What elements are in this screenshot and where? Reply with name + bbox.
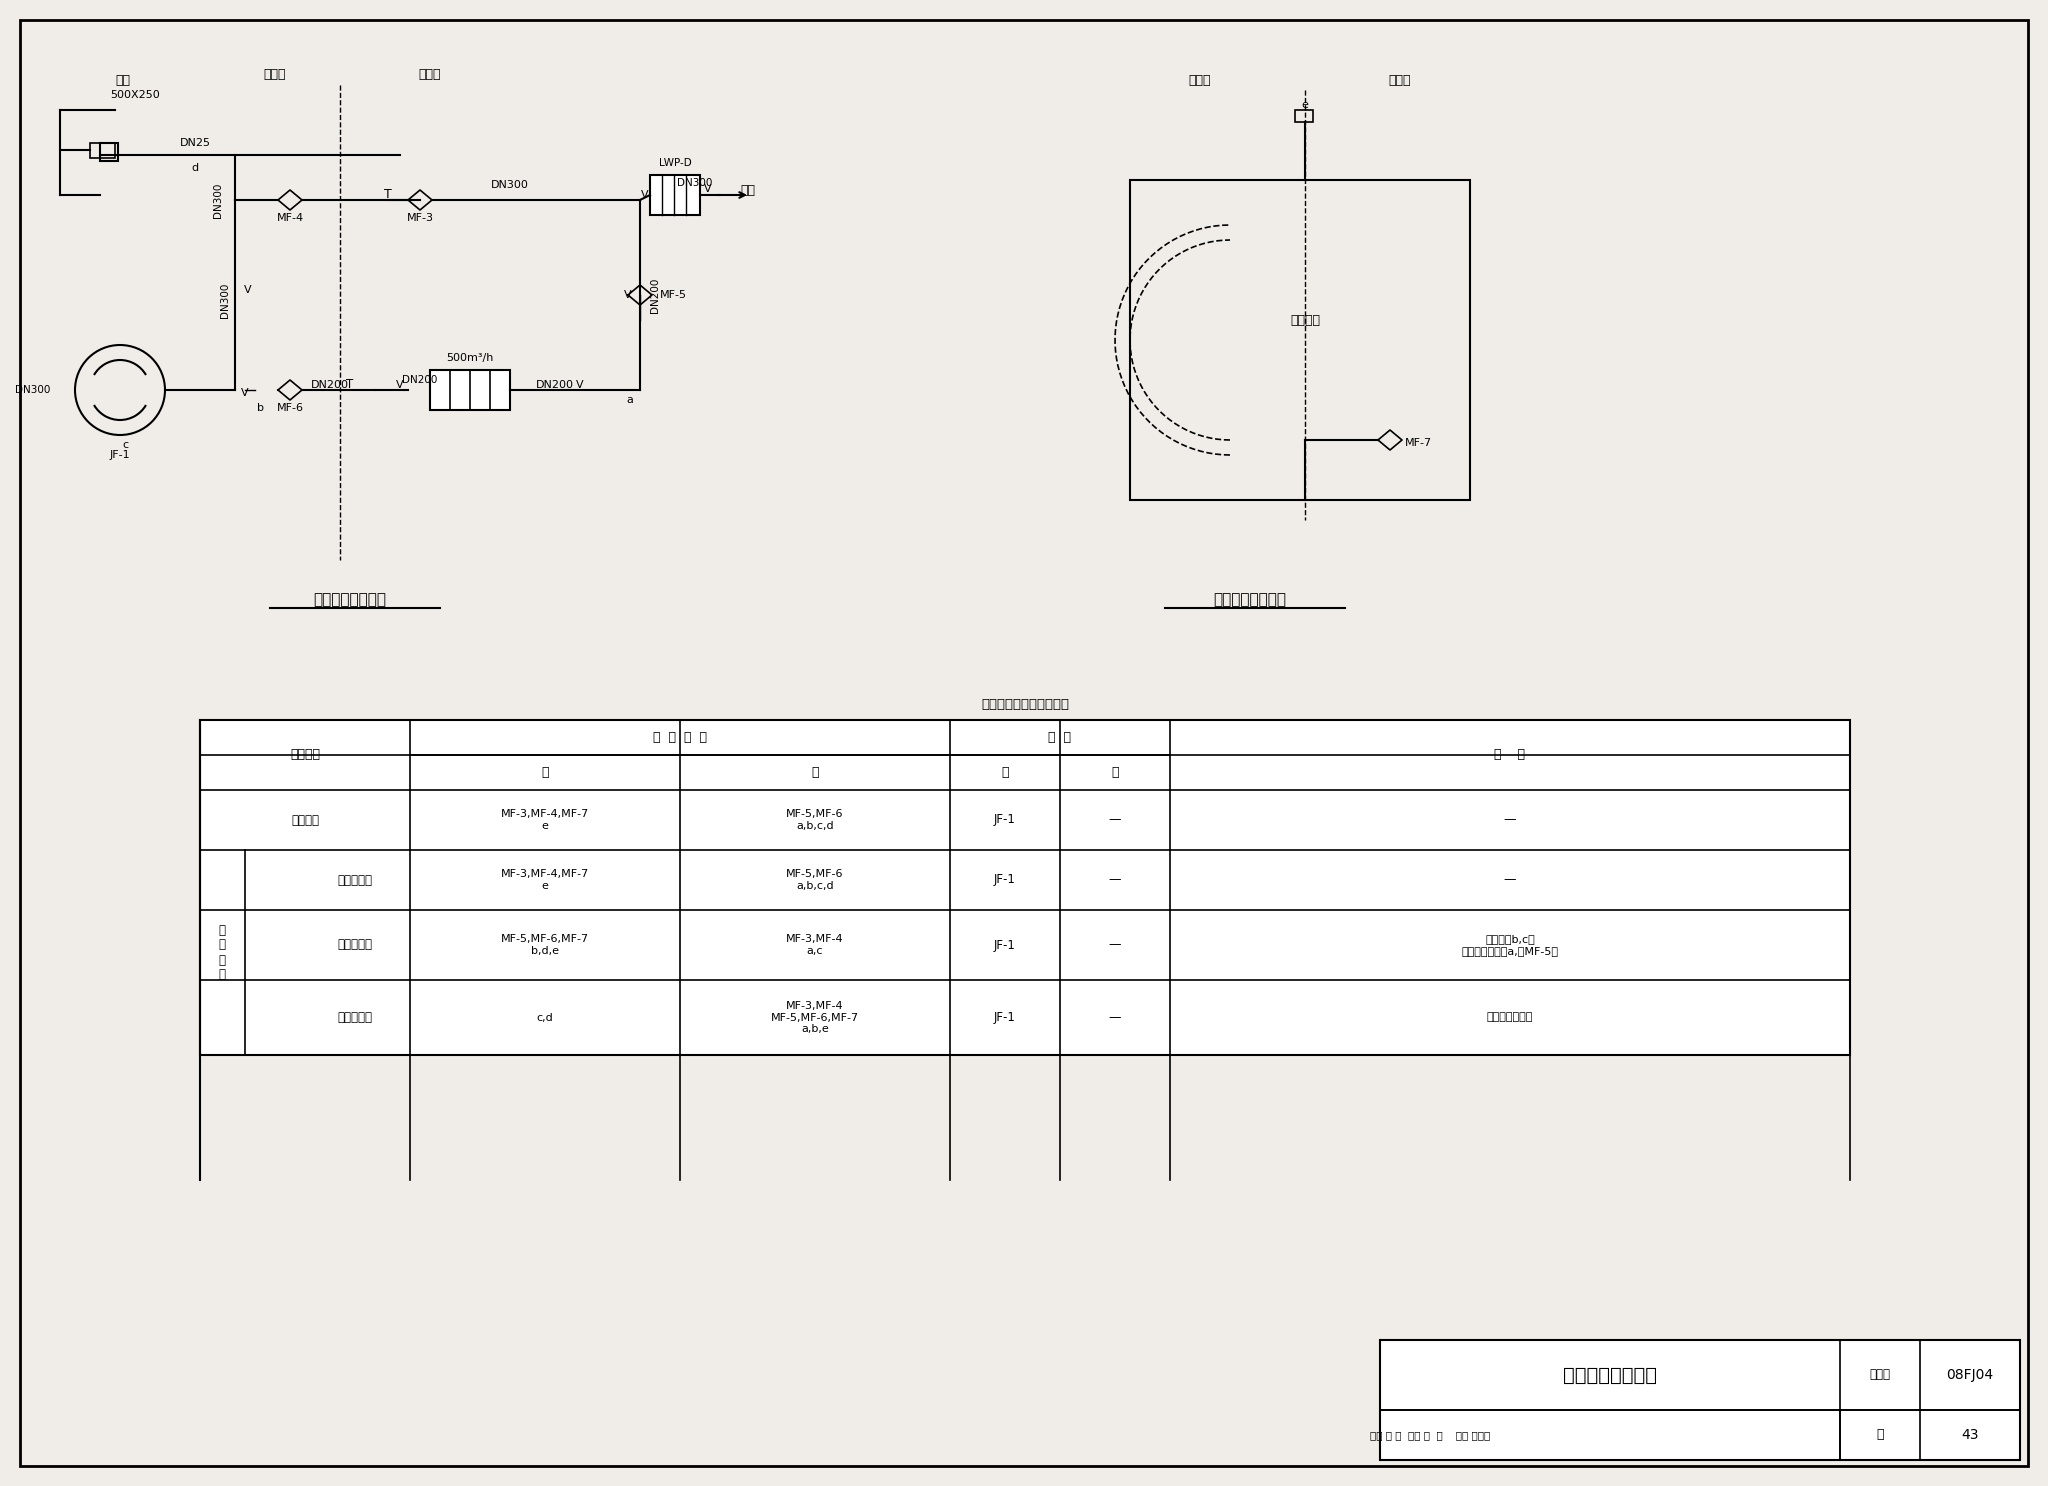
Text: 滤毒式通风: 滤毒式通风	[338, 939, 373, 951]
Text: 新风: 新风	[739, 183, 756, 196]
Text: MF-5,MF-6
a,b,c,d: MF-5,MF-6 a,b,c,d	[786, 810, 844, 831]
Text: 清洁区: 清洁区	[264, 68, 287, 82]
Text: —: —	[1108, 874, 1120, 887]
Text: c: c	[123, 440, 129, 450]
Bar	[100, 143, 119, 160]
Text: JF-1: JF-1	[993, 1010, 1016, 1024]
Text: 密  闭  阀  门: 密 闭 阀 门	[653, 731, 707, 744]
Bar	[1130, 180, 1470, 499]
Text: 战
时
运
行: 战 时 运 行	[219, 923, 225, 981]
Text: c,d: c,d	[537, 1012, 553, 1022]
Text: a: a	[627, 395, 633, 406]
Text: 关: 关	[1112, 765, 1118, 779]
Text: V: V	[395, 380, 403, 389]
Text: —: —	[1503, 874, 1516, 887]
Text: JF-1: JF-1	[993, 939, 1016, 951]
Text: V: V	[244, 285, 252, 296]
Text: 清洁式通风: 清洁式通风	[338, 874, 373, 887]
Text: MF-4: MF-4	[276, 212, 303, 223]
Text: MF-3,MF-4,MF-7
e: MF-3,MF-4,MF-7 e	[502, 810, 590, 831]
Text: —: —	[1108, 1010, 1120, 1024]
Text: —: —	[1503, 813, 1516, 826]
Text: JF-1: JF-1	[111, 450, 131, 461]
Bar	[649, 175, 700, 215]
Text: e: e	[1303, 100, 1309, 110]
Text: DN300: DN300	[492, 180, 528, 190]
Text: DN25: DN25	[180, 138, 211, 149]
Text: 隔绝式通风: 隔绝式通风	[338, 1010, 373, 1024]
Text: MF-3,MF-4,MF-7
e: MF-3,MF-4,MF-7 e	[502, 869, 590, 890]
Text: 43: 43	[1962, 1428, 1978, 1441]
Bar	[201, 721, 1849, 1055]
Text: b: b	[256, 403, 264, 413]
Text: 审核 蔡 磊  校对 刘  澜    设计 管亚君: 审核 蔡 磊 校对 刘 澜 设计 管亚君	[1370, 1430, 1491, 1440]
Text: MF-6: MF-6	[276, 403, 303, 413]
Text: 控制室通风原理图: 控制室通风原理图	[1563, 1366, 1657, 1385]
Text: DN300: DN300	[213, 183, 223, 217]
Text: DN300: DN300	[14, 385, 49, 395]
Text: DN200: DN200	[537, 380, 573, 389]
Text: 染毒区: 染毒区	[1389, 73, 1411, 86]
Text: 平时运行: 平时运行	[291, 813, 319, 826]
Bar	[1169, 755, 1849, 756]
Text: 备    注: 备 注	[1495, 749, 1526, 761]
Text: 通风方式: 通风方式	[291, 749, 319, 761]
Text: DN200: DN200	[649, 278, 659, 312]
Text: V: V	[625, 290, 633, 300]
Text: 开: 开	[1001, 765, 1010, 779]
Text: LWP-D: LWP-D	[659, 158, 692, 168]
Text: d: d	[190, 163, 199, 172]
Bar	[1294, 110, 1313, 122]
Text: V: V	[575, 380, 584, 389]
Text: MF-5: MF-5	[659, 290, 686, 300]
Text: DN200: DN200	[401, 374, 438, 385]
Text: 500X250: 500X250	[111, 91, 160, 100]
Bar	[201, 755, 410, 756]
Text: 页: 页	[1876, 1428, 1884, 1441]
Text: 调节阀门b,c。
滤毒室换气时开a,关MF-5。: 调节阀门b,c。 滤毒室换气时开a,关MF-5。	[1462, 935, 1559, 955]
Text: T: T	[385, 189, 391, 202]
Text: DN300: DN300	[678, 178, 713, 189]
Bar	[1380, 1340, 2019, 1461]
Text: 控制室排风原理图: 控制室排风原理图	[1214, 593, 1286, 608]
Text: 控制室进风原理图: 控制室进风原理图	[313, 593, 387, 608]
Text: 500m³/h: 500m³/h	[446, 354, 494, 363]
Text: T: T	[346, 379, 354, 391]
Text: DN300: DN300	[219, 282, 229, 318]
Text: 开: 开	[541, 765, 549, 779]
Text: JF-1: JF-1	[993, 813, 1016, 826]
Text: 清洁区: 清洁区	[1188, 73, 1210, 86]
Text: 图集号: 图集号	[1870, 1369, 1890, 1382]
Text: —: —	[1108, 939, 1120, 951]
Text: MF-5,MF-6
a,b,c,d: MF-5,MF-6 a,b,c,d	[786, 869, 844, 890]
Text: DN200: DN200	[311, 380, 348, 389]
Bar	[430, 370, 510, 410]
Text: 风  机: 风 机	[1049, 731, 1071, 744]
Text: 进风: 进风	[115, 73, 129, 86]
Text: MF-7: MF-7	[1405, 438, 1432, 447]
Text: —: —	[1108, 813, 1120, 826]
Text: 染毒区: 染毒区	[418, 68, 440, 82]
Text: V: V	[242, 388, 248, 398]
Text: 防毒通道: 防毒通道	[1290, 314, 1321, 327]
Text: V: V	[641, 190, 649, 201]
Text: JF-1: JF-1	[993, 874, 1016, 887]
Text: V: V	[705, 184, 713, 195]
Text: 关: 关	[811, 765, 819, 779]
Text: 08FJ04: 08FJ04	[1946, 1369, 1993, 1382]
Text: 控制室风机和阀门操作表: 控制室风机和阀门操作表	[981, 698, 1069, 712]
Text: MF-5,MF-6,MF-7
b,d,e: MF-5,MF-6,MF-7 b,d,e	[502, 935, 590, 955]
Text: 风机房门打开。: 风机房门打开。	[1487, 1012, 1534, 1022]
Text: MF-3,MF-4
a,c: MF-3,MF-4 a,c	[786, 935, 844, 955]
Text: MF-3,MF-4
MF-5,MF-6,MF-7
a,b,e: MF-3,MF-4 MF-5,MF-6,MF-7 a,b,e	[770, 1002, 858, 1034]
Bar	[90, 143, 115, 158]
Text: MF-3: MF-3	[406, 212, 434, 223]
